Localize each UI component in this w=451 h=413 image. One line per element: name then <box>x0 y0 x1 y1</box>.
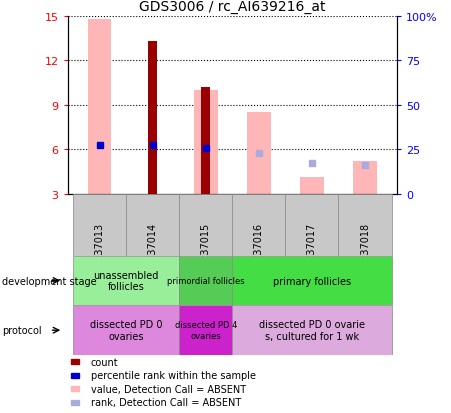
Bar <box>194 90 218 194</box>
Text: unassembled
follicles: unassembled follicles <box>93 270 159 292</box>
Bar <box>179 256 232 306</box>
Bar <box>179 306 232 355</box>
Bar <box>285 194 338 256</box>
Title: GDS3006 / rc_AI639216_at: GDS3006 / rc_AI639216_at <box>139 0 326 14</box>
Bar <box>247 113 271 194</box>
Text: percentile rank within the sample: percentile rank within the sample <box>91 370 256 380</box>
Text: GSM237013: GSM237013 <box>95 222 105 281</box>
Text: protocol: protocol <box>2 325 42 335</box>
Bar <box>300 178 324 194</box>
Bar <box>73 256 179 306</box>
Text: GSM237018: GSM237018 <box>360 222 370 281</box>
Text: dissected PD 4
ovaries: dissected PD 4 ovaries <box>175 321 237 340</box>
Text: dissected PD 0
ovaries: dissected PD 0 ovaries <box>90 320 162 341</box>
Bar <box>71 359 79 364</box>
Text: primordial follicles: primordial follicles <box>167 276 244 285</box>
Bar <box>148 42 157 194</box>
Bar <box>179 194 232 256</box>
Text: primary follicles: primary follicles <box>273 276 351 286</box>
Text: rank, Detection Call = ABSENT: rank, Detection Call = ABSENT <box>91 397 241 407</box>
Bar <box>71 373 79 378</box>
Bar <box>71 386 79 391</box>
Text: value, Detection Call = ABSENT: value, Detection Call = ABSENT <box>91 384 246 394</box>
Bar <box>353 161 377 194</box>
Text: development stage: development stage <box>2 276 97 286</box>
Bar <box>73 194 126 256</box>
Text: count: count <box>91 357 118 367</box>
Bar <box>338 194 391 256</box>
Text: GSM237015: GSM237015 <box>201 222 211 281</box>
Bar <box>73 306 179 355</box>
Text: GSM237017: GSM237017 <box>307 222 317 281</box>
Bar <box>201 88 211 194</box>
Bar <box>87 19 111 194</box>
Bar <box>232 194 285 256</box>
Text: GSM237016: GSM237016 <box>254 222 264 281</box>
Bar <box>126 194 179 256</box>
Text: GSM237014: GSM237014 <box>147 222 157 281</box>
Bar <box>232 256 391 306</box>
Bar <box>71 400 79 405</box>
Bar <box>232 306 391 355</box>
Text: dissected PD 0 ovarie
s, cultured for 1 wk: dissected PD 0 ovarie s, cultured for 1 … <box>259 320 365 341</box>
